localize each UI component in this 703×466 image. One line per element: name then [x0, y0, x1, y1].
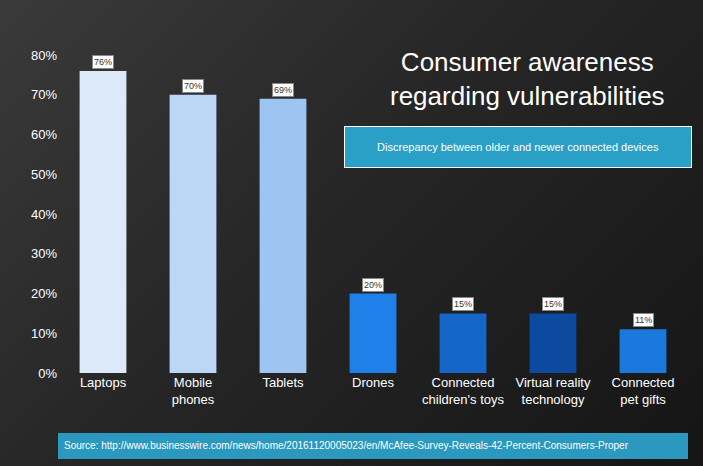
svg-text:15%: 15% [544, 299, 562, 309]
svg-text:15%: 15% [454, 299, 472, 309]
svg-text:20%: 20% [31, 286, 57, 301]
svg-text:70%: 70% [31, 87, 57, 102]
svg-text:Drones: Drones [352, 375, 394, 390]
svg-text:Mobilephones: Mobilephones [172, 375, 215, 407]
svg-text:Consumer awarenessregarding vu: Consumer awarenessregarding vulnerabilit… [390, 47, 665, 111]
svg-text:0%: 0% [38, 366, 57, 381]
svg-text:Virtual realitytechnology: Virtual realitytechnology [516, 375, 591, 407]
svg-text:70%: 70% [184, 81, 202, 91]
svg-text:Connectedchildren's toys: Connectedchildren's toys [422, 375, 504, 407]
svg-text:80%: 80% [31, 48, 57, 63]
svg-text:Discrepancy between older and: Discrepancy between older and newer conn… [377, 141, 659, 153]
svg-text:50%: 50% [31, 167, 57, 182]
svg-text:76%: 76% [94, 57, 112, 67]
svg-text:Connectedpet gifts: Connectedpet gifts [612, 375, 675, 407]
svg-text:69%: 69% [274, 85, 292, 95]
svg-text:11%: 11% [635, 315, 652, 325]
svg-text:20%: 20% [364, 280, 382, 290]
svg-text:Tablets: Tablets [262, 375, 304, 390]
html-text:Source: http://www.businesswir: Source: http://www.businesswire.com/news… [64, 440, 628, 451]
svg-text:Laptops: Laptops [80, 375, 127, 390]
svg-text:40%: 40% [31, 207, 57, 222]
svg-text:10%: 10% [31, 326, 57, 341]
svg-text:30%: 30% [31, 246, 57, 261]
svg-text:60%: 60% [31, 127, 57, 142]
